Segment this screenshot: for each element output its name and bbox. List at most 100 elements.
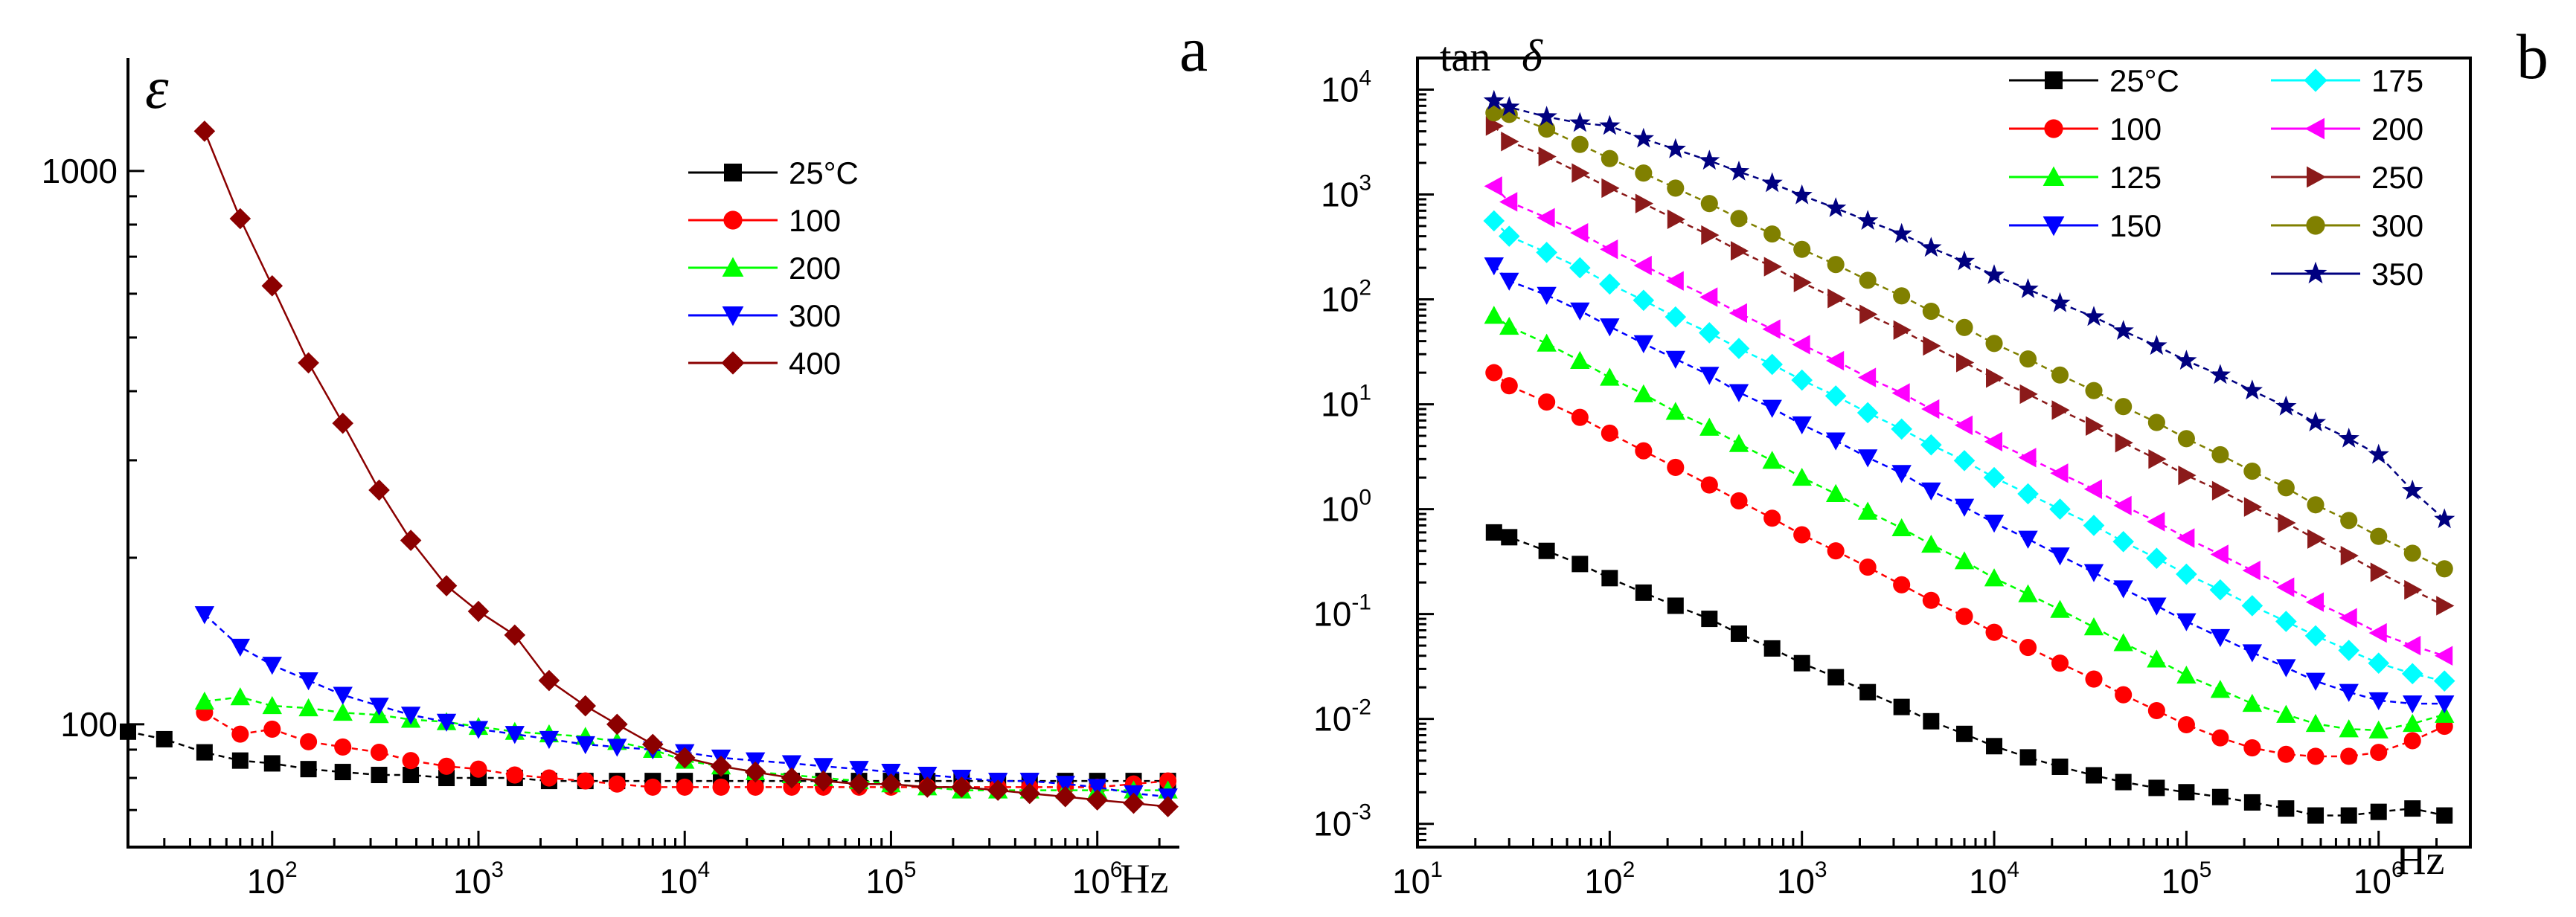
panel-b-point — [2304, 625, 2327, 647]
panel-a-point — [710, 755, 732, 777]
panel-a-point — [848, 773, 870, 795]
panel-b-legend-item: 200 — [2271, 112, 2423, 147]
panel-b-point — [2177, 430, 2195, 448]
panel-b-point — [2209, 579, 2231, 601]
panel-b-point — [1728, 338, 1750, 359]
panel-b-point — [1825, 483, 1846, 502]
panel-a-point — [196, 744, 213, 761]
panel-b-point — [1601, 570, 1618, 587]
panel-a-point — [193, 120, 216, 142]
panel-b-point — [1600, 318, 1620, 337]
panel-b-point — [1893, 287, 1911, 305]
panel-b-point — [1891, 465, 1912, 483]
panel-a-point — [1087, 779, 1107, 797]
panel-b-point — [1984, 431, 2003, 452]
panel-b-xtick-label: 106 — [2354, 858, 2404, 901]
panel-a-series-line — [203, 130, 1168, 808]
panel-b-ylabel-prefix: tan — [1440, 34, 1490, 80]
panel-b-point — [1485, 364, 1503, 382]
panel-a-legend: 25°C 100 200 300 400 — [688, 155, 859, 381]
panel-b-xtick-label-base: 10 — [1969, 862, 2007, 901]
panel-b-legend-label: 175 — [2371, 63, 2423, 98]
panel-a-point — [438, 770, 455, 787]
panel-b-point — [2339, 608, 2357, 628]
panel-b-point — [2305, 592, 2325, 612]
panel-b-point — [2243, 463, 2261, 480]
panel-a-legend-label: 400 — [789, 346, 841, 381]
panel-a-point — [435, 575, 458, 596]
panel-b-xtick-label-base: 10 — [2354, 862, 2391, 901]
panel-b-point — [2276, 577, 2295, 597]
panel-a-xtick-label: 106 — [1072, 858, 1123, 901]
panel-b-point — [2307, 747, 2325, 765]
panel-b-point — [1699, 367, 1720, 385]
panel-b-ytick-label-exp: -1 — [1351, 591, 1371, 615]
panel-b-point — [2277, 745, 2295, 763]
panel-b-point — [1920, 237, 1942, 257]
panel-b-point — [2436, 807, 2453, 824]
panel-a-point — [673, 747, 696, 769]
panel-b-point — [1893, 698, 1910, 715]
panel-b-point — [2339, 719, 2359, 738]
panel-a-point — [607, 739, 627, 757]
panel-a-xtick-label-exp: 5 — [904, 858, 917, 882]
panel-a-series-line — [204, 614, 1168, 798]
panel-b-point — [1699, 149, 1720, 170]
panel-b-point — [1824, 385, 1847, 407]
panel-b-point — [2051, 400, 2070, 420]
panel-a-point — [194, 606, 215, 625]
panel-b-point — [2305, 672, 2326, 691]
panel-b-ytick-label-exp: 0 — [1359, 486, 1371, 510]
panel-a-point — [575, 736, 595, 755]
panel-b-series-7 — [1485, 104, 2453, 578]
panel-b-point — [2243, 497, 2263, 517]
panel-b-legend-item: 100 — [2009, 112, 2162, 147]
panel-b-legend-marker — [2045, 71, 2063, 89]
panel-b-point — [2433, 670, 2455, 692]
panel-b-series-1 — [1485, 364, 2453, 765]
panel-b-series-line — [1493, 315, 2445, 732]
panel-b-legend-item: 250 — [2271, 160, 2423, 195]
panel-b-point — [2435, 704, 2455, 723]
panel-b-point — [1827, 669, 1845, 686]
panel-b-legend-marker — [2304, 261, 2327, 284]
panel-b-point — [1485, 524, 1502, 541]
panel-a-point — [606, 713, 628, 736]
panel-b-point — [1954, 498, 1975, 517]
panel-b-point — [2242, 693, 2263, 712]
panel-b-ytick-label-base: 10 — [1321, 490, 1359, 529]
panel-b-point — [2401, 663, 2423, 685]
panel-b-point — [1536, 106, 1557, 126]
panel-b-point — [1667, 597, 1684, 614]
panel-b-point — [1891, 222, 1912, 243]
panel-a-point — [849, 761, 869, 779]
panel-b-point — [1891, 418, 1912, 440]
panel-a-series — [120, 120, 1179, 817]
panel-b-point — [1793, 240, 1811, 258]
panel-b-point — [1955, 608, 1973, 625]
panel-b-point — [2112, 530, 2134, 553]
panel-b-point — [2277, 479, 2295, 497]
panel-a-legend-item: 200 — [688, 251, 841, 286]
panel-a-point — [368, 479, 390, 501]
panel-b-xtick-label-exp: 4 — [2007, 858, 2019, 882]
panel-a-point — [371, 767, 388, 784]
panel-b-point — [1569, 257, 1591, 279]
panel-a-legend-marker — [721, 351, 745, 375]
panel-b-point — [1537, 286, 1557, 305]
panel-b-point — [1923, 712, 1940, 730]
panel-b-point — [1954, 551, 1975, 570]
panel-a-point — [231, 725, 249, 743]
panel-a-point — [300, 761, 317, 778]
panel-b-legend-label: 125 — [2109, 160, 2162, 195]
panel-b-point — [1825, 432, 1846, 451]
panel-b-point — [2404, 800, 2421, 817]
panel-b-point — [1921, 534, 1941, 553]
panel-b-point — [1571, 408, 1589, 426]
panel-b-point — [1728, 303, 1747, 324]
panel-b-xtick-label-exp: 6 — [2391, 858, 2404, 882]
panel-b-point — [2019, 749, 2037, 766]
panel-b-point — [2402, 479, 2423, 500]
panel-a-legend-label: 300 — [789, 298, 841, 333]
